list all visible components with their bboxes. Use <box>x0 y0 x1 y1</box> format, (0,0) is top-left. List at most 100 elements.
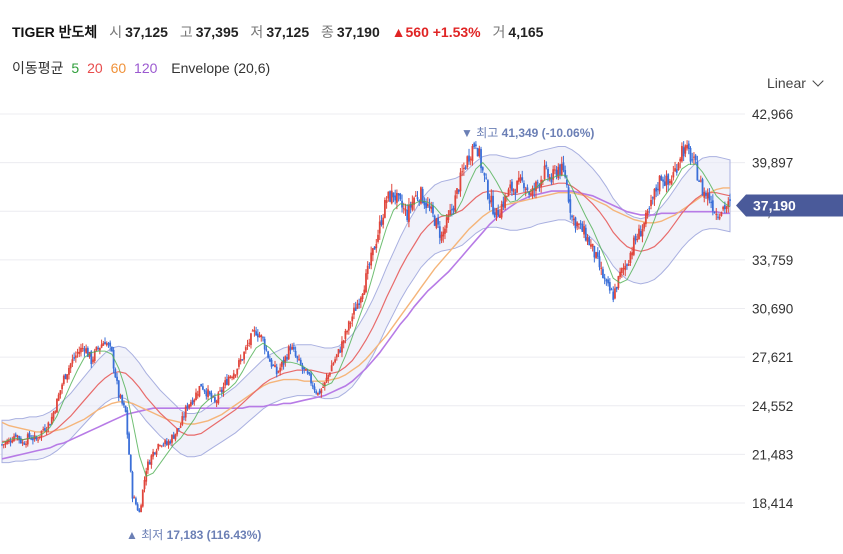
candle-body <box>526 187 529 190</box>
scale-selector-label: Linear <box>767 75 806 91</box>
envelope-label[interactable]: Envelope (20,6) <box>171 60 271 76</box>
candle-body <box>18 435 21 440</box>
candle-body <box>186 405 189 409</box>
y-tick-label: 18,414 <box>752 496 794 511</box>
candle-body <box>567 187 570 202</box>
candle-body <box>318 390 321 394</box>
candle-body <box>255 331 258 336</box>
candle-body <box>210 393 213 399</box>
candle-body <box>389 191 391 202</box>
candle-body <box>1 444 3 446</box>
candle-body <box>536 182 539 184</box>
candle-body <box>40 430 43 437</box>
candle-body <box>73 357 76 359</box>
candle-body <box>141 489 144 507</box>
candle-body <box>119 395 122 398</box>
candle-body <box>461 171 464 173</box>
candle-body <box>382 217 385 225</box>
candle-body <box>622 267 625 270</box>
candle-body <box>531 188 534 196</box>
ma120-label[interactable]: 120 <box>134 60 158 76</box>
candle-body <box>188 404 191 408</box>
candle-body <box>112 349 115 369</box>
candle-body <box>507 189 510 197</box>
candle-body <box>28 432 31 438</box>
candle-body <box>56 398 58 413</box>
candle-body <box>80 347 82 353</box>
candle-body <box>147 461 149 471</box>
candle-body <box>129 455 132 472</box>
candlesticks <box>1 140 731 513</box>
candle-body <box>581 223 584 232</box>
candle-body <box>162 444 165 446</box>
candle-body <box>450 209 453 211</box>
candle-body <box>191 400 194 404</box>
candle-body <box>365 273 367 292</box>
candle-body <box>490 195 493 203</box>
candle-body <box>337 349 340 354</box>
candle-body <box>153 452 156 454</box>
candle-body <box>643 222 646 229</box>
candle-body <box>485 177 488 179</box>
candle-body <box>117 380 120 398</box>
candle-body <box>280 361 283 367</box>
candle-body <box>11 440 14 443</box>
candle-body <box>59 390 62 395</box>
indicator-legend: 이동평균 5 20 60 120 Envelope (20,6) <box>12 58 274 78</box>
chart-annotations: ▼ 최고 41,349 (-10.06%) ▲ 최저 17,183 (116.43… <box>126 126 594 542</box>
ma20-label[interactable]: 20 <box>87 60 103 76</box>
candle-body <box>397 193 400 196</box>
scale-selector[interactable]: Linear <box>767 75 824 91</box>
ma120-line <box>1 190 730 460</box>
candle-body <box>26 434 29 445</box>
ma20-line <box>2 182 731 442</box>
candle-body <box>227 376 230 386</box>
candle-body <box>524 188 527 190</box>
candle-body <box>521 177 524 181</box>
candle-body <box>361 293 364 299</box>
candle-body <box>50 416 53 425</box>
candle-body <box>559 164 561 175</box>
candle-body <box>61 384 63 390</box>
candle-body <box>550 177 553 183</box>
ma60-label[interactable]: 60 <box>110 60 127 76</box>
candle-body <box>493 212 496 218</box>
candle-body <box>615 287 618 290</box>
candle-body <box>207 389 209 398</box>
candle-body <box>722 206 725 210</box>
candle-body <box>423 201 426 206</box>
candle-body <box>574 217 577 229</box>
candle-body <box>325 377 328 382</box>
ma5-label[interactable]: 5 <box>71 60 80 76</box>
candle-body <box>560 164 563 176</box>
candle-body <box>720 211 723 216</box>
candle-body <box>644 212 647 225</box>
candle-body <box>342 340 345 344</box>
candle-body <box>152 451 154 457</box>
candle-body <box>579 223 582 225</box>
candle-body <box>408 204 410 222</box>
candle-body <box>684 145 687 154</box>
candle-body <box>231 377 233 379</box>
candle-body <box>114 369 117 378</box>
candle-body <box>519 177 522 181</box>
candle-body <box>174 433 177 440</box>
candle-body <box>42 429 45 431</box>
candle-body <box>572 218 575 221</box>
volume-label: 거 <box>492 24 506 40</box>
candle-body <box>334 359 336 363</box>
candle-body <box>718 217 721 219</box>
candle-body <box>682 147 685 157</box>
open-label: 시 <box>109 24 123 40</box>
candle-body <box>377 234 379 242</box>
candle-body <box>107 343 110 345</box>
candle-body <box>473 143 476 147</box>
candle-body <box>651 197 654 199</box>
candle-body <box>548 176 551 180</box>
candle-body <box>435 218 438 228</box>
candle-body <box>164 440 167 445</box>
candle-body <box>675 169 678 173</box>
candle-body <box>655 187 658 192</box>
candle-body <box>317 392 319 395</box>
